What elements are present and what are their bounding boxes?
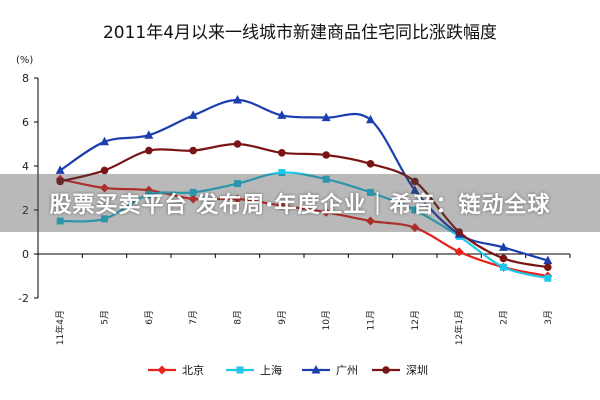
x-tick-label: 3月	[543, 310, 554, 325]
y-tick-label: 4	[22, 160, 29, 173]
legend-label: 上海	[260, 363, 282, 377]
data-point	[233, 95, 242, 104]
series-line	[60, 171, 549, 280]
axes: -2 0 2 4 6 8 11年4月 5月 6月 7月 8月 9月 10月 11月 12月 12年1月 2月 3月	[18, 72, 571, 345]
legend-marker	[382, 366, 390, 374]
y-tick-label: 6	[22, 116, 29, 129]
data-point	[366, 160, 375, 168]
legend-item: 深圳	[372, 364, 428, 377]
data-point	[367, 188, 374, 196]
data-point	[100, 136, 109, 146]
data-point	[366, 216, 375, 226]
data-point	[544, 274, 552, 282]
data-point	[277, 110, 287, 119]
overlay-banner: 股票买卖平台 发布周·年度企业｜希音：链动全球	[0, 174, 600, 232]
x-tick-label: 8月	[233, 310, 244, 325]
y-tick-label: -2	[18, 292, 29, 305]
x-tick-label: 6月	[144, 310, 155, 325]
x-tick-label: 10月	[321, 310, 332, 330]
data-point	[543, 255, 553, 265]
legend-marker	[157, 365, 167, 375]
data-point	[145, 191, 153, 199]
y-axis-unit: (%)	[16, 55, 33, 66]
legend-item: 广州	[302, 364, 358, 377]
data-point	[145, 146, 153, 155]
data-point	[233, 140, 242, 148]
x-tick-label: 11月	[366, 310, 377, 330]
data-point	[410, 223, 420, 233]
data-point	[366, 114, 375, 124]
x-tick-label: 9月	[277, 310, 288, 325]
data-point	[188, 110, 198, 119]
x-tick-label: 5月	[100, 310, 111, 325]
data-point	[411, 177, 419, 186]
data-point	[278, 149, 286, 157]
y-tick-label: 8	[22, 72, 29, 85]
data-point	[55, 165, 65, 174]
data-point	[500, 263, 507, 271]
overlay-banner-text: 股票买卖平台 发布周·年度企业｜希音：链动全球	[49, 193, 551, 218]
data-point	[321, 112, 331, 122]
data-point	[189, 188, 197, 196]
y-tick-label: 2	[22, 204, 29, 217]
legend: 北京 上海 广州 深圳	[148, 363, 428, 377]
data-point	[56, 217, 64, 225]
data-point	[499, 242, 508, 251]
x-tick-label: 11年4月	[54, 310, 66, 345]
series-深圳	[56, 140, 552, 272]
x-tick-label: 7月	[188, 310, 199, 325]
legend-label: 广州	[336, 364, 358, 377]
data-point	[277, 201, 287, 211]
legend-label: 北京	[182, 363, 204, 377]
series-layer	[55, 95, 553, 282]
data-point	[189, 146, 197, 155]
x-tick-label: 12月	[410, 310, 421, 330]
data-point	[234, 180, 241, 188]
data-point	[100, 166, 109, 175]
data-point	[322, 151, 330, 159]
x-tick-label: 2月	[499, 310, 510, 325]
data-point	[56, 177, 64, 186]
legend-item: 上海	[226, 363, 282, 377]
data-point	[101, 215, 108, 223]
data-point	[455, 228, 463, 236]
legend-marker	[236, 366, 244, 374]
data-point	[410, 185, 420, 194]
data-point	[321, 207, 331, 217]
data-point	[233, 194, 242, 204]
y-tick-label: 0	[22, 248, 29, 261]
data-point	[499, 254, 508, 263]
chart-title: 2011年4月以来一线城市新建商品住宅同比涨跌幅度	[103, 23, 497, 43]
data-point	[322, 175, 330, 183]
legend-marker	[311, 365, 321, 374]
data-point	[411, 206, 419, 214]
data-point	[454, 247, 464, 257]
legend-item: 北京	[148, 363, 204, 377]
legend-label: 深圳	[406, 364, 428, 377]
data-point	[278, 169, 286, 177]
data-point	[144, 130, 154, 139]
x-tick-label: 12年1月	[453, 310, 465, 345]
data-point	[100, 183, 109, 193]
data-point	[544, 263, 552, 272]
data-point	[188, 194, 198, 204]
